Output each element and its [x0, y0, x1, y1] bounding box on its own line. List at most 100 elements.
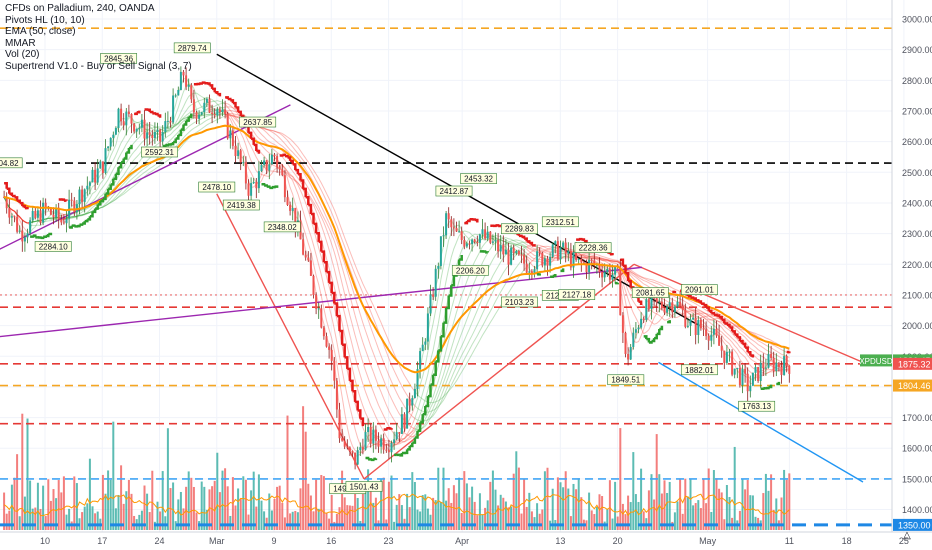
candle-body — [263, 160, 266, 165]
mmar-ribbon-segment — [495, 309, 499, 315]
mmar-ribbon-segment — [16, 214, 21, 218]
mmar-ribbon-segment — [365, 391, 369, 399]
mmar-ribbon-segment — [346, 244, 351, 252]
mmar-ribbon-segment — [531, 249, 535, 252]
mmar-ribbon-segment — [16, 214, 21, 218]
candle-body — [75, 204, 78, 213]
volume-bar — [710, 511, 713, 530]
mmar-ribbon-segment — [542, 251, 546, 253]
mmar-ribbon-segment — [635, 274, 639, 277]
mmar-ribbon-segment — [424, 413, 429, 420]
mmar-ribbon-segment — [162, 157, 166, 160]
candle-body — [322, 327, 325, 337]
mmar-ribbon-segment — [154, 166, 158, 170]
candle-body — [83, 189, 86, 202]
legend-indicator-supertrend[interactable]: Supertrend V1.0 - Buy or Sell Signal (3,… — [5, 60, 192, 72]
pivot-label: 2228.36 — [579, 244, 608, 253]
candle-body — [504, 249, 507, 255]
mmar-ribbon-segment — [196, 109, 200, 116]
mmar-ribbon-segment — [716, 320, 720, 323]
mmar-ribbon-segment — [167, 128, 171, 132]
candle-body — [377, 440, 380, 447]
mmar-ribbon-segment — [544, 248, 548, 251]
mmar-ribbon-segment — [89, 210, 93, 213]
legend-indicator-volume[interactable]: Vol (20) — [5, 49, 40, 61]
mmar-ribbon-segment — [357, 344, 361, 354]
mmar-ribbon-segment — [760, 355, 764, 358]
mmar-ribbon-segment — [497, 291, 502, 297]
candle-body — [330, 349, 333, 361]
mmar-ribbon-segment — [471, 348, 476, 355]
legend-indicator-mmar[interactable]: MMAR — [5, 37, 36, 49]
tradingview-logo-icon[interactable]: △ — [903, 530, 911, 541]
mmar-ribbon-segment — [8, 207, 13, 211]
mmar-ribbon-segment — [406, 434, 410, 437]
mmar-ribbon-segment — [729, 321, 733, 324]
pivot-label-box — [100, 53, 138, 64]
mmar-ribbon-segment — [474, 274, 478, 282]
mmar-ribbon-segment — [424, 389, 429, 400]
mmar-ribbon-segment — [86, 209, 91, 213]
mmar-ribbon-segment — [705, 319, 710, 323]
mmar-ribbon-segment — [757, 334, 761, 336]
mmar-ribbon-segment — [380, 373, 385, 381]
mmar-ribbon-segment — [489, 306, 494, 312]
mmar-ribbon-segment — [458, 295, 463, 305]
mmar-ribbon-segment — [456, 224, 460, 227]
candle-body — [582, 262, 585, 264]
candle-body — [31, 210, 34, 221]
mmar-ribbon-segment — [736, 362, 741, 367]
mmar-ribbon-segment — [453, 366, 457, 373]
mmar-ribbon-segment — [362, 292, 366, 300]
mmar-ribbon-segment — [125, 186, 130, 190]
mmar-ribbon-segment — [328, 198, 333, 205]
mmar-ribbon-segment — [120, 174, 125, 179]
supertrend-segment — [279, 154, 284, 157]
mmar-ribbon-segment — [763, 361, 767, 364]
mmar-ribbon-segment — [89, 210, 93, 214]
price-tag-value: 1804.46 — [898, 381, 931, 391]
volume-bar — [686, 496, 689, 530]
candle-body — [642, 318, 645, 320]
mmar-ribbon-segment — [427, 335, 431, 352]
mmar-ribbon-segment — [276, 151, 281, 155]
mmar-ribbon-segment — [690, 313, 694, 316]
mmar-ribbon-segment — [333, 287, 338, 299]
mmar-ribbon-segment — [430, 413, 434, 419]
mmar-ribbon-segment — [404, 433, 408, 439]
mmar-ribbon-segment — [294, 154, 299, 159]
volume-bar — [270, 510, 273, 530]
legend-indicator-ema[interactable]: EMA (50, close) — [5, 26, 76, 38]
mmar-ribbon-segment — [235, 119, 239, 123]
volume-bar — [101, 474, 104, 530]
mmar-ribbon-segment — [211, 99, 215, 102]
mmar-ribbon-segment — [277, 171, 280, 173]
legend-indicator-pivots[interactable]: Pivots HL (10, 10) — [5, 14, 85, 26]
mmar-ribbon-segment — [19, 216, 23, 221]
mmar-ribbon-segment — [466, 294, 470, 302]
mmar-ribbon-segment — [170, 137, 174, 141]
mmar-ribbon-segment — [414, 418, 418, 421]
mmar-ribbon-segment — [248, 153, 252, 161]
mmar-ribbon-segment — [357, 271, 361, 278]
mmar-ribbon-segment — [601, 255, 605, 258]
supertrend-segment — [45, 234, 50, 238]
mmar-ribbon-segment — [380, 391, 385, 399]
mmar-ribbon-segment — [409, 425, 413, 429]
mmar-ribbon-segment — [300, 218, 304, 228]
mmar-ribbon-segment — [297, 146, 301, 152]
mmar-ribbon-segment — [294, 203, 299, 212]
mmar-ribbon-segment — [315, 210, 320, 218]
mmar-ribbon-segment — [409, 431, 413, 435]
supertrend-segment — [360, 417, 365, 427]
mmar-ribbon-segment — [607, 259, 611, 262]
supertrend-segment — [115, 167, 120, 175]
mmar-ribbon-segment — [635, 329, 639, 337]
mmar-ribbon-segment — [692, 315, 697, 319]
mmar-ribbon-segment — [107, 174, 112, 180]
mmar-ribbon-segment — [664, 299, 668, 302]
mmar-ribbon-segment — [318, 229, 322, 240]
mmar-ribbon-segment — [747, 345, 751, 349]
candle-body — [432, 294, 435, 297]
